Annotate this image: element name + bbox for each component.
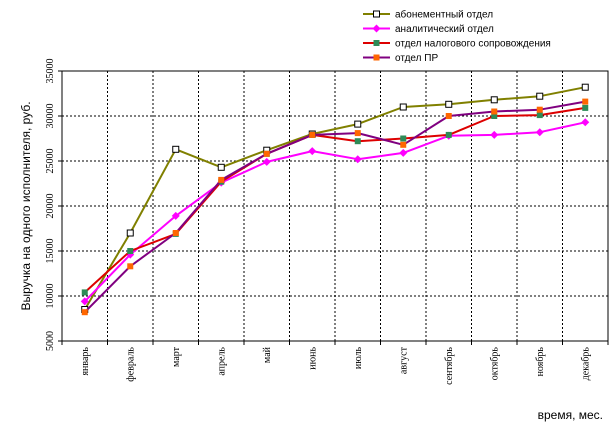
data-point	[400, 135, 407, 142]
data-point	[399, 148, 408, 157]
series-line	[84, 100, 586, 313]
data-point	[445, 113, 452, 119]
data-point	[536, 106, 543, 113]
data-point	[218, 176, 225, 183]
data-point	[536, 112, 543, 119]
data-point	[263, 150, 270, 157]
x-tick-label: август	[398, 346, 409, 374]
y-tick-label: 10000	[45, 284, 56, 309]
series-line	[83, 86, 586, 311]
x-tick-label: ноябрь	[535, 347, 546, 377]
data-point	[372, 24, 381, 33]
data-point	[491, 113, 498, 119]
legend-item: отдел ПР	[363, 53, 438, 64]
x-tick-label: июнь	[307, 347, 318, 370]
series-line	[84, 106, 586, 294]
legend-item: абонементный отдел	[363, 9, 493, 21]
data-point	[400, 141, 407, 148]
data-point	[581, 83, 589, 91]
legend: абонементный отдел аналитический отдел отд…	[363, 9, 551, 64]
data-point	[354, 138, 361, 145]
data-point	[445, 100, 453, 108]
data-point	[354, 130, 361, 137]
y-tick-label: 15000	[45, 239, 56, 264]
data-point	[373, 54, 380, 61]
y-tick-label: 5000	[45, 331, 56, 351]
series-group	[80, 83, 590, 316]
legend-item: аналитический отдел	[363, 24, 494, 35]
data-point	[354, 120, 362, 128]
data-point	[582, 104, 589, 111]
legend-label: отдел ПР	[395, 53, 438, 64]
x-axis-label: время, мес.	[538, 408, 603, 422]
y-axis-label: Выручка на одного исполнителя, руб.	[19, 101, 33, 310]
y-tick-label: 20000	[45, 194, 56, 219]
legend-item: отдел налогового сопровождения	[363, 39, 551, 50]
x-tick-label: январь	[80, 347, 91, 376]
legend-label: абонементный отдел	[395, 9, 493, 21]
x-axis-ticks: январь февраль март апрель май июнь июль август…	[61, 341, 609, 385]
y-tick-label: 30000	[45, 104, 56, 129]
data-point	[171, 211, 180, 220]
y-tick-label: 35000	[45, 59, 56, 84]
data-point	[491, 108, 498, 115]
series-1	[81, 83, 589, 313]
y-axis-ticks: 5000 10000 15000 20000 25000 30000 35000	[45, 59, 62, 351]
data-point	[127, 248, 134, 254]
data-point	[582, 98, 589, 105]
data-point	[127, 263, 134, 270]
data-point	[172, 145, 180, 153]
data-point	[353, 155, 362, 164]
series-line	[84, 121, 586, 303]
x-tick-label: март	[171, 346, 182, 367]
data-point	[373, 40, 380, 46]
data-point	[172, 230, 179, 236]
x-tick-label: декабрь	[580, 347, 591, 381]
data-point	[373, 10, 380, 18]
data-point	[262, 157, 271, 166]
y-tick-label: 25000	[45, 149, 56, 174]
data-point	[535, 128, 544, 137]
data-point	[445, 131, 452, 138]
data-point	[81, 309, 88, 316]
data-point	[126, 229, 134, 237]
data-point	[308, 147, 317, 156]
x-tick-label: октябрь	[489, 347, 500, 381]
data-point	[80, 297, 89, 306]
legend-label: отдел налогового сопровождения	[395, 39, 551, 50]
legend-label: аналитический отдел	[395, 24, 494, 35]
data-point	[490, 96, 498, 104]
x-tick-label: сентябрь	[444, 347, 455, 385]
x-tick-label: апрель	[216, 347, 227, 376]
series-4	[81, 98, 589, 316]
data-point	[217, 163, 225, 171]
data-point	[581, 118, 590, 127]
data-point	[399, 103, 407, 111]
x-tick-label: май	[262, 346, 273, 363]
data-point	[309, 131, 316, 138]
data-point	[490, 130, 499, 139]
x-tick-label: июль	[353, 347, 364, 370]
x-tick-label: февраль	[125, 347, 136, 382]
data-point	[81, 289, 88, 296]
data-point	[536, 92, 544, 100]
